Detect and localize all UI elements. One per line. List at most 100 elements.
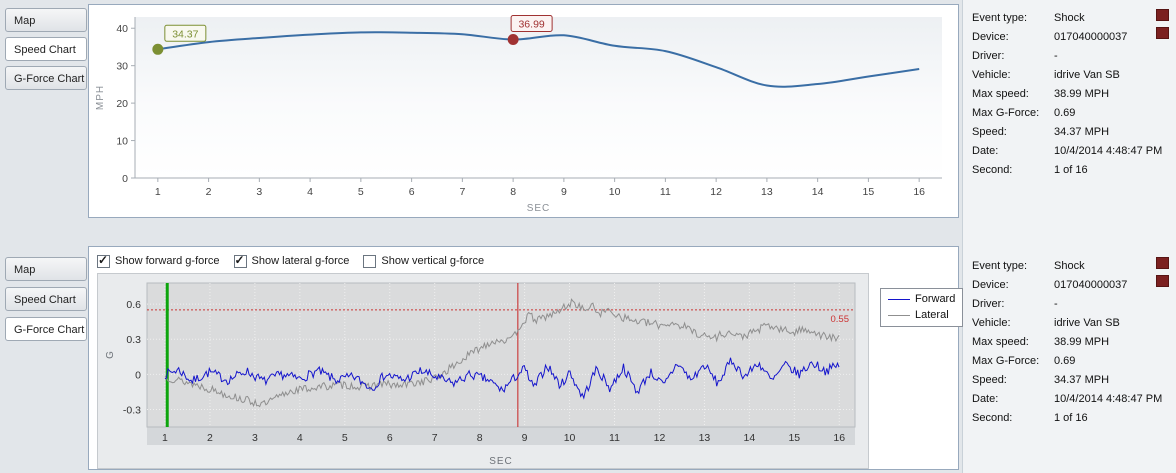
info-label: Device: bbox=[972, 30, 1009, 43]
svg-text:13: 13 bbox=[699, 432, 711, 444]
info-row: Device: 017040000037 bbox=[972, 27, 1158, 46]
svg-text:40: 40 bbox=[116, 23, 128, 35]
svg-text:14: 14 bbox=[744, 432, 756, 444]
svg-text:9: 9 bbox=[561, 186, 567, 198]
info-row: Vehicle: idrive Van SB bbox=[972, 65, 1158, 84]
info-row: Vehicle: idrive Van SB bbox=[972, 313, 1158, 332]
checkbox-show-forward-g-force[interactable]: Show forward g-force bbox=[97, 253, 220, 268]
gforce-pane-tab-map[interactable]: Map bbox=[5, 257, 87, 281]
info-row: Date: 10/4/2014 4:48:47 PM bbox=[972, 389, 1162, 408]
svg-text:MPH: MPH bbox=[95, 85, 106, 110]
info-row: Max G-Force: 0.69 bbox=[972, 351, 1158, 370]
gforce-legend[interactable]: Forward Lateral bbox=[880, 288, 964, 327]
info-label: Event type: bbox=[972, 11, 1028, 24]
info-value: 1 of 16 bbox=[1054, 411, 1088, 424]
info-label: Event type: bbox=[972, 259, 1028, 272]
info-row: Speed: 34.37 MPH bbox=[972, 370, 1158, 389]
svg-text:2: 2 bbox=[206, 186, 212, 198]
info-row: Max speed: 38.99 MPH bbox=[972, 84, 1158, 103]
info-value: 38.99 MPH bbox=[1054, 335, 1110, 348]
info-value: 017040000037 bbox=[1054, 30, 1128, 43]
info-value: 10/4/2014 4:48:47 PM bbox=[1054, 392, 1163, 405]
info-label: Vehicle: bbox=[972, 68, 1011, 81]
info-row: Date: 10/4/2014 4:48:47 PM bbox=[972, 141, 1162, 160]
legend-item-lateral[interactable]: Lateral bbox=[888, 307, 955, 323]
event-info-bottom: Event type: Shock Device: 017040000037 Drive… bbox=[972, 256, 1162, 427]
red-square-icon[interactable] bbox=[1156, 9, 1169, 21]
svg-text:G: G bbox=[105, 351, 116, 359]
info-label: Driver: bbox=[972, 297, 1005, 310]
info-row: Second: 1 of 16 bbox=[972, 408, 1158, 427]
gforce-checkbox-row: Show forward g-force Show lateral g-force… bbox=[97, 251, 498, 271]
svg-text:SEC: SEC bbox=[489, 456, 513, 467]
svg-text:0: 0 bbox=[122, 173, 128, 185]
info-value: idrive Van SB bbox=[1054, 68, 1120, 81]
legend-line-icon bbox=[888, 314, 910, 316]
info-label: Speed: bbox=[972, 125, 1007, 138]
info-row: Speed: 34.37 MPH bbox=[972, 122, 1158, 141]
speed-chart-svg[interactable]: 1 2 3 4 5 6 7 8 9 10 11 12 13 14 15 16010203040MPHSEC34… bbox=[89, 5, 958, 217]
svg-text:4: 4 bbox=[297, 432, 303, 444]
svg-text:0.55: 0.55 bbox=[831, 314, 850, 325]
svg-text:9: 9 bbox=[522, 432, 528, 444]
red-square-icon[interactable] bbox=[1156, 27, 1169, 39]
svg-text:5: 5 bbox=[342, 432, 348, 444]
info-row: Second: 1 of 16 bbox=[972, 160, 1158, 179]
svg-text:10: 10 bbox=[609, 186, 621, 198]
checked-checkbox-icon[interactable] bbox=[233, 253, 247, 268]
svg-text:7: 7 bbox=[459, 186, 465, 198]
gforce-pane-tab-speed-chart[interactable]: Speed Chart bbox=[5, 287, 87, 311]
legend-line-icon bbox=[888, 298, 910, 300]
speed-pane-tab-speed-chart[interactable]: Speed Chart bbox=[5, 37, 87, 61]
info-label: Date: bbox=[972, 392, 999, 405]
info-label: Max speed: bbox=[972, 335, 1029, 348]
svg-text:0: 0 bbox=[135, 369, 141, 381]
info-value: 1 of 16 bbox=[1054, 163, 1088, 176]
svg-text:1: 1 bbox=[162, 432, 168, 444]
info-row: Event type: Shock bbox=[972, 256, 1158, 275]
checkbox-show-lateral-g-force[interactable]: Show lateral g-force bbox=[233, 253, 350, 268]
red-square-icon[interactable] bbox=[1156, 257, 1169, 269]
svg-text:6: 6 bbox=[409, 186, 415, 198]
svg-text:10: 10 bbox=[564, 432, 576, 444]
info-row: Driver: - bbox=[972, 46, 1158, 65]
svg-text:12: 12 bbox=[710, 186, 722, 198]
info-row: Max G-Force: 0.69 bbox=[972, 103, 1158, 122]
info-value: 34.37 MPH bbox=[1054, 125, 1110, 138]
svg-text:2: 2 bbox=[207, 432, 213, 444]
svg-text:3: 3 bbox=[256, 186, 262, 198]
svg-text:8: 8 bbox=[510, 186, 516, 198]
svg-text:14: 14 bbox=[812, 186, 824, 198]
red-square-icon[interactable] bbox=[1156, 275, 1169, 287]
speed-pane-tab-map[interactable]: Map bbox=[5, 8, 87, 32]
checkbox-show-vertical-g-force[interactable]: Show vertical g-force bbox=[363, 254, 484, 268]
svg-text:15: 15 bbox=[788, 432, 800, 444]
gforce-pane-tab-g-force-chart[interactable]: G-Force Chart bbox=[5, 317, 87, 341]
gforce-chart-svg[interactable]: 1 2 3 4 5 6 7 8 9 10 11 12 13 14 15 16-0.300.30.6GSEC0.… bbox=[97, 273, 869, 469]
info-row: Device: 017040000037 bbox=[972, 275, 1158, 294]
svg-text:SEC: SEC bbox=[527, 203, 551, 214]
checked-checkbox-icon[interactable] bbox=[97, 253, 110, 268]
legend-item-forward[interactable]: Forward bbox=[888, 291, 955, 307]
svg-text:0.6: 0.6 bbox=[126, 299, 141, 311]
svg-text:36.99: 36.99 bbox=[518, 19, 544, 31]
svg-text:16: 16 bbox=[913, 186, 925, 198]
speed-pane-tab-g-force-chart[interactable]: G-Force Chart bbox=[5, 66, 87, 90]
svg-text:8: 8 bbox=[477, 432, 483, 444]
info-label: Driver: bbox=[972, 49, 1005, 62]
info-value: 38.99 MPH bbox=[1054, 87, 1110, 100]
svg-text:7: 7 bbox=[432, 432, 438, 444]
info-value: Shock bbox=[1054, 11, 1085, 24]
legend-label: Lateral bbox=[915, 309, 949, 321]
info-row: Max speed: 38.99 MPH bbox=[972, 332, 1158, 351]
info-row: Driver: - bbox=[972, 294, 1158, 313]
svg-text:1: 1 bbox=[155, 186, 161, 198]
svg-text:11: 11 bbox=[660, 186, 671, 198]
checkbox-label: Show lateral g-force bbox=[251, 255, 350, 267]
info-value: - bbox=[1054, 297, 1058, 310]
unchecked-checkbox-icon[interactable] bbox=[363, 254, 377, 268]
info-label: Max G-Force: bbox=[972, 106, 1040, 119]
svg-text:11: 11 bbox=[609, 432, 620, 444]
svg-text:5: 5 bbox=[358, 186, 364, 198]
info-label: Device: bbox=[972, 278, 1009, 291]
